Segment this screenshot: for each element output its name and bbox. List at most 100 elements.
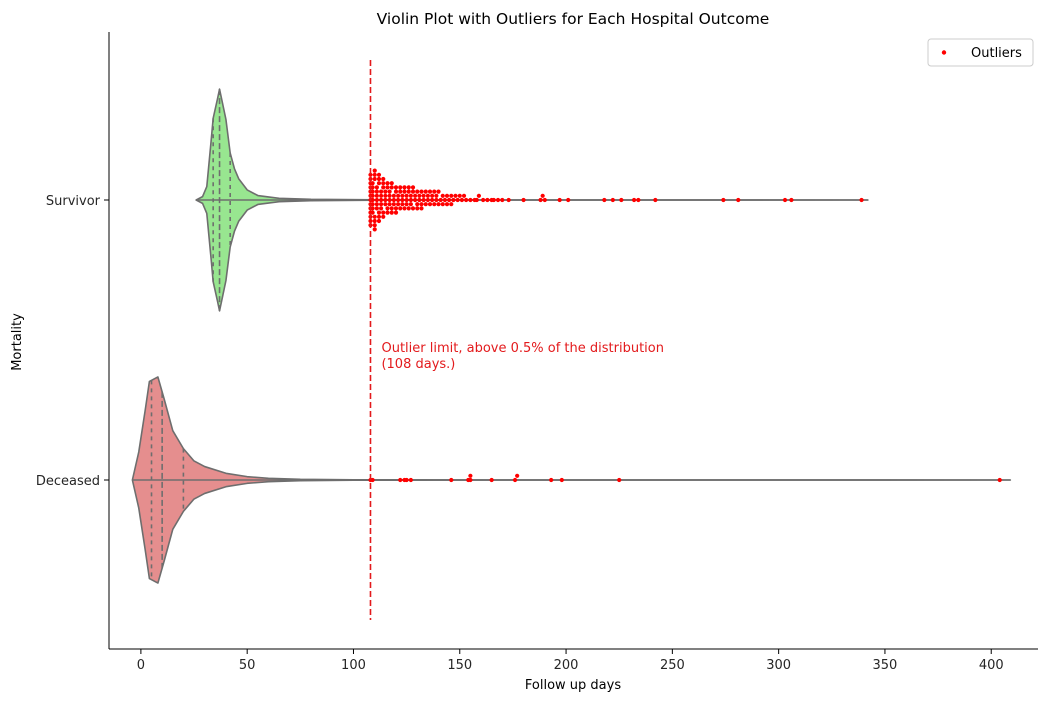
outlier-point [389, 210, 394, 215]
outlier-point [521, 197, 526, 203]
x-tick-label: 300 [766, 658, 791, 673]
outlier-point [374, 185, 379, 190]
outlier-point [415, 189, 420, 194]
outlier-point [410, 206, 416, 211]
outlier-point [413, 193, 418, 198]
x-tick-label: 400 [979, 658, 1004, 673]
outlier-point [449, 193, 454, 198]
outlier-point [425, 197, 430, 203]
x-tick-label: 0 [137, 658, 145, 673]
axes [108, 32, 1038, 650]
outlier-point [789, 197, 794, 203]
outlier-point [617, 477, 622, 483]
outlier-limit-label-line1: Outlier limit, above 0.5% of the distrib… [381, 341, 664, 356]
outlier-point [453, 193, 458, 198]
outlier-point [372, 223, 377, 228]
outlier-point [557, 197, 562, 203]
outlier-point [423, 189, 428, 194]
outlier-point [444, 193, 450, 198]
outlier-point [376, 210, 382, 215]
outlier-points-layer [368, 168, 1002, 483]
outlier-point [436, 189, 441, 194]
outlier-point [408, 193, 413, 198]
outlier-point [538, 197, 543, 203]
outlier-point [370, 210, 375, 215]
outlier-point [512, 477, 518, 483]
outlier-point [432, 189, 437, 194]
outlier-point [495, 197, 501, 203]
outlier-point [419, 202, 424, 207]
outlier-point [455, 197, 460, 203]
outlier-point [415, 206, 420, 211]
outlier-point [404, 197, 409, 203]
outlier-point [385, 181, 390, 186]
outlier-point [468, 197, 473, 203]
outlier-point [387, 197, 392, 203]
chart-title: Violin Plot with Outliers for Each Hospi… [377, 10, 770, 28]
outlier-point [387, 189, 392, 194]
outlier-point [389, 185, 394, 190]
outlier-point [404, 202, 409, 207]
outlier-point [404, 477, 409, 483]
outlier-point [376, 172, 382, 177]
outlier-point [391, 197, 396, 203]
outlier-point [559, 477, 564, 483]
outlier-point [427, 189, 433, 194]
outlier-point [372, 227, 377, 232]
x-axis-title: Follow up days [525, 678, 621, 693]
outlier-point [440, 193, 445, 198]
outlier-point [432, 202, 437, 207]
outlier-point [393, 185, 399, 190]
y-tick-label: Deceased [36, 474, 100, 489]
outlier-point [372, 168, 377, 173]
outlier-point [381, 176, 386, 182]
outlier-point [381, 181, 386, 186]
outlier-point [434, 193, 439, 198]
outlier-point [393, 189, 399, 194]
outlier-point [376, 176, 382, 182]
outlier-point [619, 197, 624, 203]
outlier-point [859, 197, 864, 203]
outlier-point [402, 189, 407, 194]
outlier-point [398, 206, 403, 211]
outlier-point [449, 477, 454, 483]
outlier-point [370, 477, 375, 483]
outlier-point [506, 197, 511, 203]
outlier-point [372, 176, 377, 182]
outlier-point [370, 185, 375, 190]
outlier-point [417, 197, 422, 203]
outlier-point [419, 206, 424, 211]
outlier-point [468, 477, 473, 483]
outlier-point [370, 197, 375, 203]
outlier-point [370, 202, 375, 207]
outlier-point [393, 206, 399, 211]
outlier-point [374, 193, 379, 198]
outlier-point [370, 181, 375, 186]
outlier-point [389, 181, 394, 186]
outlier-point [425, 193, 430, 198]
outlier-point [402, 206, 407, 211]
outlier-point [381, 210, 386, 215]
outlier-point [515, 473, 520, 478]
outlier-point [489, 477, 494, 483]
outlier-point [398, 185, 403, 190]
outlier-point [442, 197, 447, 203]
outlier-point [459, 197, 464, 203]
outlier-point [398, 189, 403, 194]
outlier-point [372, 172, 377, 177]
outlier-point [474, 197, 479, 203]
outlier-point [391, 202, 396, 207]
outlier-point [468, 473, 473, 478]
outlier-point [419, 189, 424, 194]
outlier-point [372, 214, 377, 219]
outlier-point [400, 202, 405, 207]
outlier-point [653, 197, 658, 203]
outlier-point [398, 477, 403, 483]
violin-layer [131, 88, 1012, 584]
outlier-point [385, 210, 390, 215]
outlier-point [379, 197, 384, 203]
outlier-point [391, 193, 396, 198]
outlier-point [381, 185, 386, 190]
outlier-point [430, 193, 435, 198]
outlier-point [379, 193, 384, 198]
